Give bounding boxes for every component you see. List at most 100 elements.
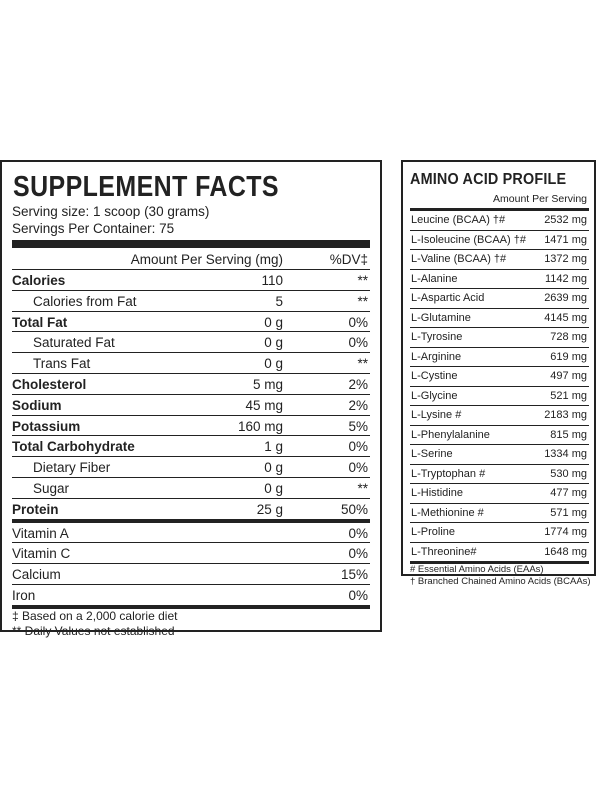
amino-name: L-Isoleucine (BCAA) †# (411, 233, 526, 246)
servings-per-container: Servings Per Container: 75 (12, 221, 175, 236)
daily-value-header: %DV‡ (329, 252, 368, 267)
amino-acid-profile-title: AMINO ACID PROFILE (410, 171, 567, 188)
nutrient-row-vitamin-c: Vitamin C 0% (12, 543, 370, 565)
nutrient-label: Trans Fat (33, 356, 91, 372)
amino-amount: 1142 mg (545, 272, 587, 285)
nutrient-row-trans-fat: Trans Fat 0 g ** (12, 353, 370, 374)
amino-row: L-Methionine # 571 mg (410, 504, 589, 523)
nutrient-label: Calories (12, 273, 66, 288)
amino-row: L-Alanine 1142 mg (410, 270, 589, 289)
nutrient-amount: 0 g (264, 460, 283, 476)
nutrient-dv: 0% (348, 314, 368, 330)
nutrient-amount: 1 g (264, 439, 283, 455)
nutrient-dv: 15% (340, 567, 368, 583)
amino-row: L-Aspartic Acid 2639 mg (410, 289, 589, 309)
amino-name: L-Alanine (411, 272, 458, 285)
nutrient-label: Protein (12, 501, 59, 517)
amino-name: L-Arginine (411, 350, 462, 363)
amino-amount: 728 mg (550, 331, 587, 343)
amino-amount: 2183 mg (544, 409, 587, 421)
nutrient-amount: 0 g (264, 335, 283, 351)
amino-name: L-Methionine # (411, 506, 484, 519)
footnote-eaa: # Essential Amino Acids (EAAs) (410, 564, 544, 575)
amino-row: L-Tyrosine 728 mg (410, 328, 589, 348)
nutrient-row-saturated-fat: Saturated Fat 0 g 0% (12, 332, 370, 354)
amino-name: L-Tryptophan # (411, 467, 486, 480)
nutrient-label: Total Carbohydrate (12, 439, 135, 455)
amount-per-serving-header: Amount Per Serving (mg) (130, 252, 283, 267)
nutrient-label: Calcium (12, 567, 61, 583)
amino-name: L-Lysine # (411, 409, 462, 421)
nutrient-label: Sodium (12, 397, 62, 413)
amino-amount: 1471 mg (544, 233, 587, 246)
amino-row: L-Histidine 477 mg (410, 484, 589, 504)
amino-row: L-Isoleucine (BCAA) †# 1471 mg (410, 231, 589, 250)
nutrient-label: Calories from Fat (33, 293, 137, 309)
nutrient-label: Sugar (33, 480, 70, 496)
amino-name: L-Glutamine (411, 311, 471, 324)
nutrient-dv: 2% (348, 376, 368, 392)
nutrient-row-protein: Protein 25 g 50% (12, 499, 370, 523)
nutrient-amount: 0 g (264, 314, 283, 330)
nutrient-dv: 0% (348, 439, 368, 455)
nutrient-label: Dietary Fiber (33, 460, 111, 476)
nutrient-label: Potassium (12, 418, 81, 434)
amino-name: L-Glycine (411, 389, 458, 402)
supplement-facts-header: Amount Per Serving (mg) %DV‡ (12, 248, 370, 270)
amino-acid-profile-panel: AMINO ACID PROFILE Amount Per Serving Le… (401, 160, 596, 587)
amino-amount: 521 mg (550, 389, 587, 402)
amino-amount: 497 mg (550, 370, 587, 382)
amino-row: L-Serine 1334 mg (410, 445, 589, 465)
nutrient-dv: 50% (340, 501, 368, 517)
thick-divider (410, 208, 589, 211)
nutrient-row-total-fat: Total Fat 0 g 0% (12, 312, 370, 333)
nutrient-amount: 5 mg (252, 376, 283, 392)
amount-per-serving-header: Amount Per Serving (493, 193, 587, 205)
amino-amount: 815 mg (550, 428, 587, 441)
footnote-not-established: ** Daily Values not established (12, 623, 175, 638)
amino-row: L-Cystine 497 mg (410, 367, 589, 387)
nutrient-row-potassium: Potassium 160 mg 5% (12, 416, 370, 437)
amino-name: L-Aspartic Acid (411, 292, 485, 304)
amino-amount: 571 mg (550, 506, 587, 519)
nutrient-dv: 0% (348, 525, 368, 541)
amino-amount: 1774 mg (544, 526, 587, 538)
nutrient-row-cholesterol: Cholesterol 5 mg 2% (12, 374, 370, 395)
thick-divider (12, 240, 370, 248)
nutrient-dv: ** (357, 273, 368, 288)
footnote-bcaa: † Branched Chained Amino Acids (BCAAs) (410, 576, 591, 587)
amino-name: L-Tyrosine (411, 331, 463, 343)
nutrient-label: Iron (12, 587, 36, 603)
amino-row: L-Tryptophan # 530 mg (410, 465, 589, 484)
nutrient-dv: ** (357, 293, 368, 309)
amino-name: L-Histidine (411, 487, 463, 499)
nutrient-label: Cholesterol (12, 376, 87, 392)
amino-row: L-Glycine 521 mg (410, 387, 589, 406)
nutrient-amount: 0 g (264, 356, 283, 372)
nutrient-dv: 5% (348, 418, 368, 434)
amino-name: Leucine (BCAA) †# (411, 214, 506, 226)
amino-name: L-Serine (411, 448, 453, 460)
nutrient-dv: 0% (348, 546, 368, 562)
supplement-facts-panel: SUPPLEMENT FACTS Serving size: 1 scoop (… (0, 160, 382, 638)
amino-row: L-Glutamine 4145 mg (410, 309, 589, 328)
amino-row: Leucine (BCAA) †# 2532 mg (410, 211, 589, 231)
amino-amount: 530 mg (550, 467, 587, 480)
amino-row: L-Lysine # 2183 mg (410, 406, 589, 426)
amino-amount: 2639 mg (544, 292, 587, 304)
nutrient-dv: ** (357, 480, 368, 496)
nutrient-row-sugar: Sugar 0 g ** (12, 478, 370, 499)
amino-amount: 619 mg (550, 350, 587, 363)
amino-amount: 2532 mg (544, 214, 587, 226)
footnote-daily-value: ‡ Based on a 2,000 calorie diet (12, 608, 178, 623)
nutrient-label: Vitamin A (12, 525, 69, 541)
nutrient-amount: 45 mg (245, 397, 283, 413)
amino-row: L-Phenylalanine 815 mg (410, 426, 589, 445)
amino-amount: 1334 mg (544, 448, 587, 460)
nutrient-row-calories: Calories 110 ** (12, 270, 370, 291)
amino-name: L-Cystine (411, 370, 458, 382)
nutrient-dv: 2% (348, 397, 368, 413)
amino-amount: 1372 mg (544, 253, 587, 265)
amino-amount: 1648 mg (544, 545, 587, 558)
nutrient-row-calories-from-fat: Calories from Fat 5 ** (12, 291, 370, 312)
